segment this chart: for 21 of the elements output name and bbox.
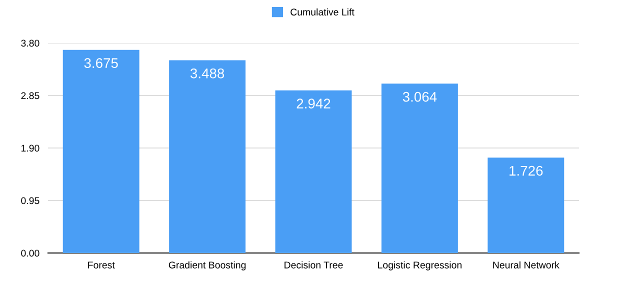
y-tick-label: 2.85 [21,92,40,100]
y-tick-label: 0.95 [21,197,40,204]
bar [169,60,246,253]
bar [275,90,352,253]
bar [62,50,140,253]
data-label: 3.488 [190,68,224,78]
data-label: 3.675 [84,58,118,68]
data-label: 1.726 [510,166,543,176]
y-tick-label: 3.80 [21,40,40,47]
data-label: 3.064 [402,92,437,102]
x-tick-label: Decision Tree [284,261,343,268]
x-tick-label: Forest [88,262,115,268]
bar [381,84,458,253]
y-tick-label: 1.90 [21,144,40,152]
y-tick-label: 0.00 [21,250,40,257]
x-tick-label: Neural Network [493,261,560,268]
data-label: 2.942 [296,98,330,109]
bar [488,158,564,253]
legend-label: Cumulative Lift [290,8,354,16]
x-tick-label: Gradient Boosting [168,261,246,270]
x-tick-label: Logistic Regression [378,261,462,270]
